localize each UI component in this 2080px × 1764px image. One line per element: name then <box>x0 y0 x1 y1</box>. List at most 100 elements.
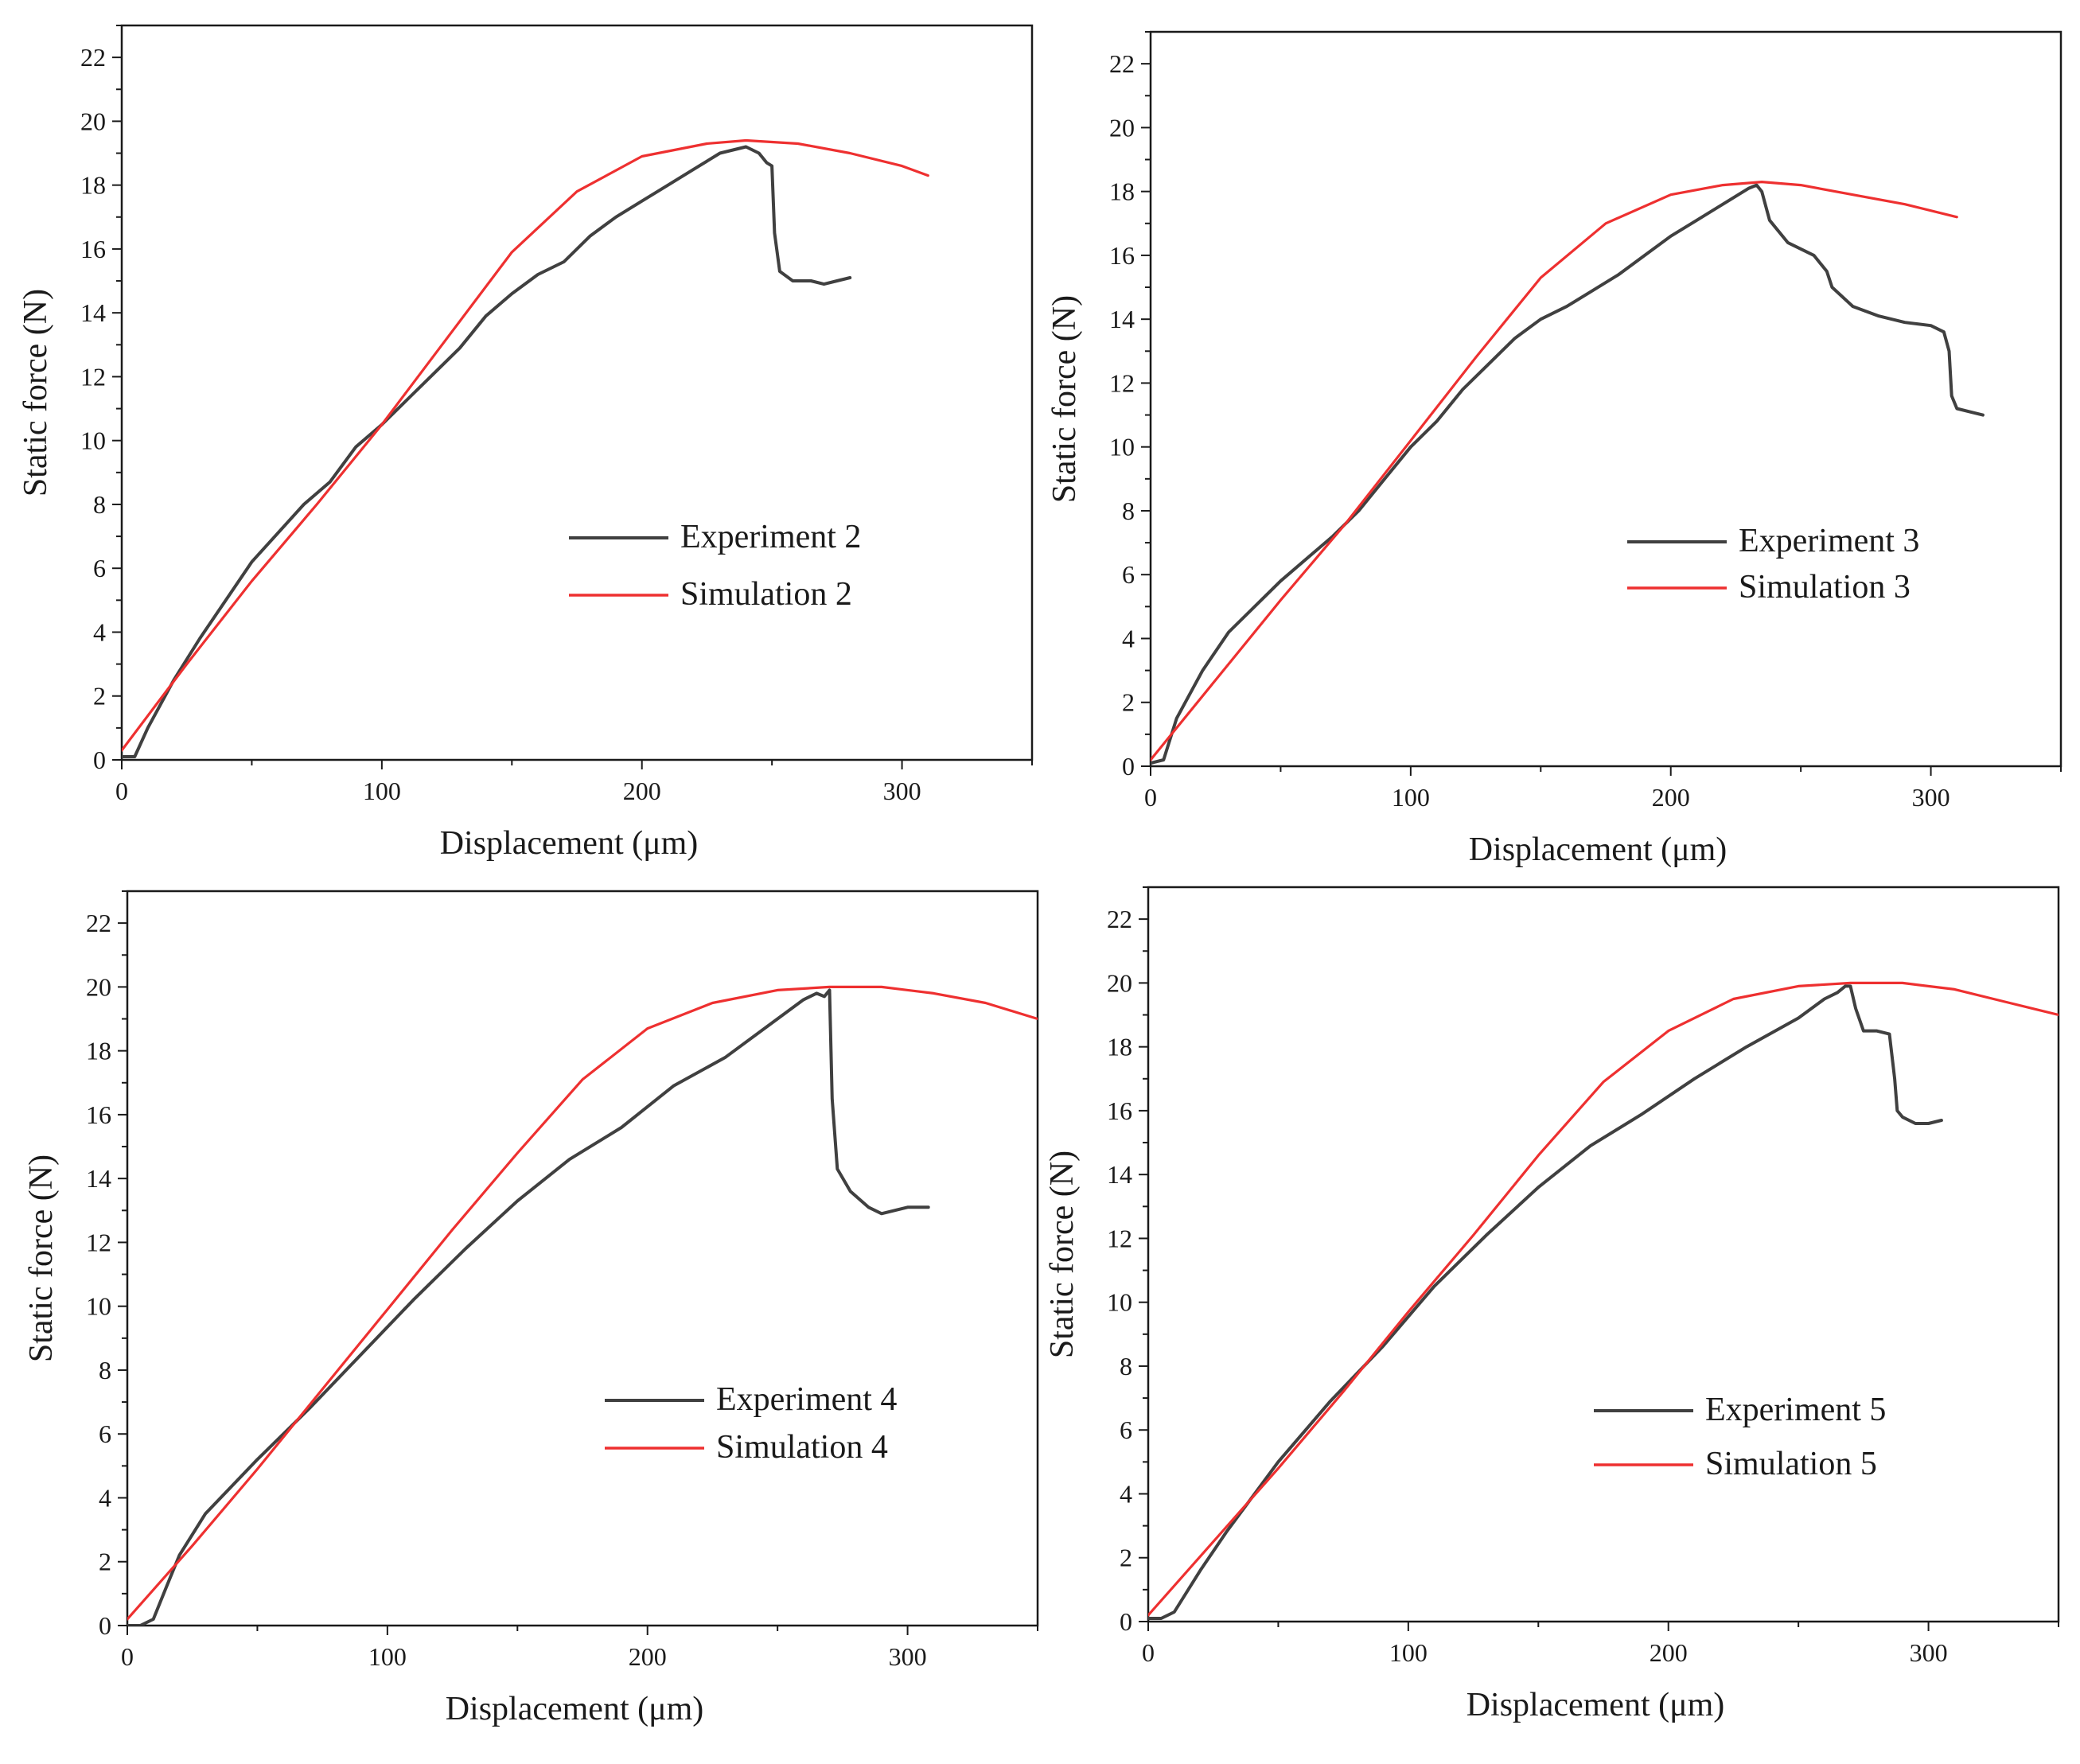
y-tick-label: 12 <box>1109 368 1135 397</box>
y-tick-label: 10 <box>1107 1288 1132 1317</box>
x-axis-title: Displacement (μm) <box>1467 1687 1725 1723</box>
y-tick-label: 4 <box>1122 624 1135 652</box>
y-tick-label: 0 <box>1120 1607 1132 1636</box>
y-tick-label: 20 <box>1109 113 1135 142</box>
x-tick-label: 300 <box>889 1642 927 1671</box>
y-tick-label: 0 <box>99 1611 111 1640</box>
y-tick-label: 20 <box>80 107 106 135</box>
y-tick-label: 10 <box>80 426 106 455</box>
plot-frame <box>126 890 1039 1627</box>
x-tick-label: 200 <box>623 777 661 805</box>
y-tick-label: 8 <box>99 1356 111 1384</box>
y-tick-label: 14 <box>1109 305 1135 333</box>
x-tick-label: 200 <box>629 1642 667 1671</box>
y-tick-label: 2 <box>93 682 106 711</box>
y-tick-label: 18 <box>1109 177 1135 206</box>
y-axis-title: Static force (N) <box>23 1155 60 1362</box>
chart-panel-bottom-right: 0 100 200 300 0 2 4 6 8 10 12 14 16 18 20 22 Displacemen… <box>1044 886 2060 1723</box>
chart-panel-bottom-left: 0 100 200 300 0 2 4 6 8 10 12 14 16 18 20 22 Displacemen… <box>23 890 1039 1727</box>
x-tick-label: 100 <box>368 1642 407 1671</box>
y-tick-label: 4 <box>1120 1479 1132 1508</box>
y-axis-title: Static force (N) <box>1046 295 1083 503</box>
y-tick-label: 20 <box>86 972 111 1001</box>
y-tick-label: 4 <box>93 617 106 646</box>
y-tick-label: 8 <box>1120 1352 1132 1380</box>
simulation-series-line <box>122 138 929 752</box>
y-tick-label: 6 <box>99 1419 111 1448</box>
x-tick-label: 300 <box>883 777 921 805</box>
legend-label: Simulation 3 <box>1739 569 1911 606</box>
legend: Experiment 2 Simulation 2 <box>569 519 861 613</box>
y-tick-label: 8 <box>93 490 106 519</box>
y-tick-label: 2 <box>99 1548 111 1576</box>
y-tick-label: 0 <box>1122 752 1135 781</box>
chart-panel-top-right: 0 100 200 300 0 2 4 6 8 10 12 14 16 18 20 22 Displacemen… <box>1046 30 2062 868</box>
y-tick-label: 12 <box>1107 1224 1132 1252</box>
legend: Experiment 5 Simulation 5 <box>1594 1392 1886 1482</box>
y-tick-label: 14 <box>80 298 106 327</box>
plot-frame <box>1147 886 2060 1623</box>
x-tick-label: 300 <box>1912 783 1950 812</box>
x-tick-label: 200 <box>1650 1638 1688 1667</box>
x-tick-label: 0 <box>1144 783 1157 812</box>
y-tick-label: 22 <box>1107 905 1132 933</box>
y-tick-label: 12 <box>80 362 106 391</box>
experiment-series-line <box>1151 183 1985 765</box>
legend-label: Simulation 4 <box>716 1429 888 1466</box>
y-tick-label: 16 <box>80 235 106 263</box>
y-tick-label: 20 <box>1107 968 1132 997</box>
y-tick-label: 14 <box>1107 1160 1132 1189</box>
y-tick-label: 14 <box>86 1164 111 1193</box>
x-tick-label: 0 <box>115 777 128 805</box>
x-tick-label: 0 <box>121 1642 134 1671</box>
x-axis-title: Displacement (μm) <box>440 825 699 862</box>
legend-label: Experiment 5 <box>1705 1392 1886 1428</box>
y-axis-title: Static force (N) <box>18 289 54 496</box>
legend-label: Simulation 2 <box>680 576 852 613</box>
y-tick-label: 22 <box>80 43 106 72</box>
experiment-series-line <box>122 145 852 758</box>
y-tick-label: 12 <box>86 1228 111 1256</box>
x-tick-label: 100 <box>1392 783 1430 812</box>
y-tick-label: 16 <box>1109 241 1135 270</box>
y-tick-label: 6 <box>1120 1415 1132 1444</box>
x-axis-title: Displacement (μm) <box>1469 831 1727 868</box>
legend-label: Experiment 2 <box>680 519 861 555</box>
plot-frame <box>120 24 1034 761</box>
x-tick-label: 100 <box>1389 1638 1428 1667</box>
x-axis-title: Displacement (μm) <box>446 1691 704 1727</box>
y-tick-label: 10 <box>1109 433 1135 461</box>
simulation-series-line <box>1148 981 2059 1617</box>
legend: Experiment 3 Simulation 3 <box>1627 523 1919 606</box>
x-tick-label: 300 <box>1910 1638 1948 1667</box>
y-tick-label: 18 <box>1107 1033 1132 1061</box>
y-tick-label: 6 <box>1122 560 1135 589</box>
y-tick-label: 8 <box>1122 496 1135 525</box>
legend-label: Simulation 5 <box>1705 1446 1877 1482</box>
legend: Experiment 4 Simulation 4 <box>605 1381 897 1466</box>
y-tick-label: 4 <box>99 1483 111 1512</box>
y-tick-label: 16 <box>1107 1096 1132 1125</box>
y-tick-label: 10 <box>86 1292 111 1321</box>
legend-label: Experiment 3 <box>1739 523 1919 559</box>
y-tick-label: 18 <box>80 171 106 200</box>
y-axis-title: Static force (N) <box>1044 1151 1081 1358</box>
x-tick-label: 200 <box>1652 783 1690 812</box>
y-tick-label: 0 <box>93 746 106 774</box>
y-tick-label: 2 <box>1122 688 1135 717</box>
y-tick-label: 16 <box>86 1100 111 1129</box>
experiment-series-line <box>1148 984 1943 1620</box>
chart-panel-top-left: 0 100 200 300 0 2 4 6 8 10 12 14 16 18 20 22 Displacemen… <box>18 24 1034 862</box>
y-tick-label: 2 <box>1120 1544 1132 1572</box>
plot-frame <box>1149 30 2062 768</box>
x-tick-label: 0 <box>1142 1638 1155 1667</box>
simulation-series-line <box>1151 181 1958 761</box>
y-tick-label: 18 <box>86 1037 111 1065</box>
x-tick-label: 100 <box>363 777 401 805</box>
y-tick-label: 22 <box>1109 49 1135 78</box>
y-tick-label: 6 <box>93 554 106 582</box>
simulation-series-line <box>127 985 1038 1621</box>
legend-label: Experiment 4 <box>716 1381 897 1418</box>
experiment-series-line <box>127 988 930 1626</box>
